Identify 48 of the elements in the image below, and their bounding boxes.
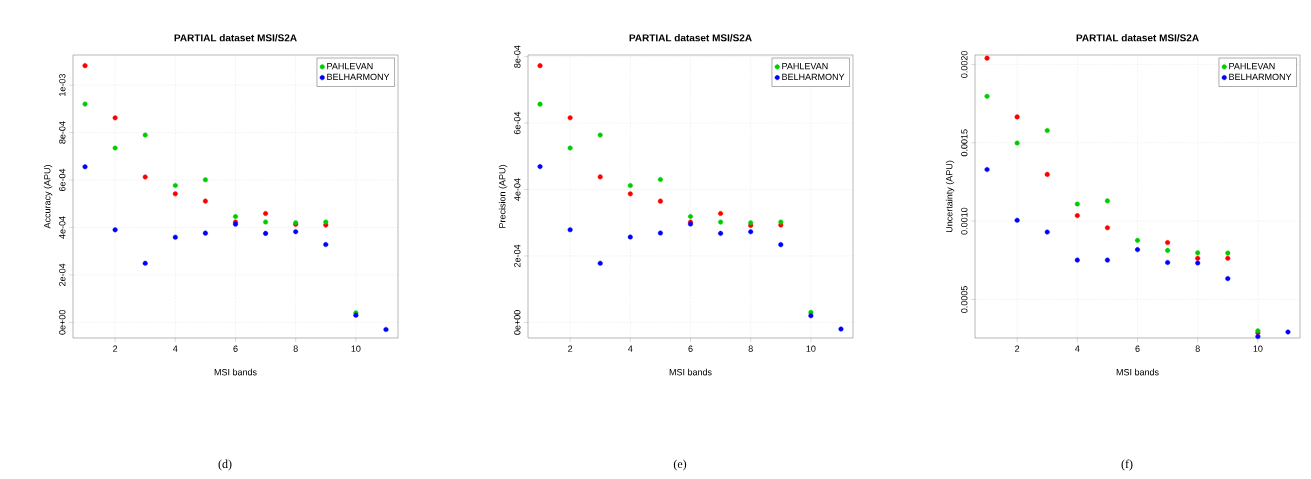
legend-label: PAHLEVAN [782, 63, 828, 70]
legend-label: BELHARMONY [1229, 73, 1292, 81]
legend-label: PAHLEVAN [327, 63, 373, 70]
y-tick-label: 6e-04 [59, 168, 66, 192]
x-axis-title: MSI bands [669, 368, 712, 376]
y-tick-label: 6e-04 [514, 111, 521, 135]
x-tick-label: 10 [351, 345, 361, 352]
y-tick-label: 0e+00 [59, 310, 66, 335]
y-axis-title: Accuracy (APU) [43, 165, 53, 229]
y-tick-label: 2e-04 [514, 244, 521, 268]
x-tick-label: 6 [1135, 345, 1140, 352]
y-tick-label: 4e-04 [514, 178, 521, 201]
x-tick-label: 2 [113, 345, 118, 352]
text: (d) [218, 459, 232, 471]
x-axis-title: MSI bands [214, 368, 257, 376]
x-tick-label: 2 [1015, 345, 1020, 352]
y-axis-title: Uncertainty (APU) [945, 160, 955, 233]
x-axis-title: MSI bands [1116, 368, 1159, 376]
x-tick-label: 4 [173, 345, 178, 352]
text: (e) [673, 459, 687, 471]
chart-title: PARTIAL dataset MSI/S2A [629, 34, 752, 42]
x-tick-label: 4 [628, 345, 633, 352]
x-tick-label: 8 [293, 345, 298, 352]
x-tick-label: 10 [806, 345, 816, 352]
x-tick-label: 4 [1075, 345, 1080, 352]
x-tick-label: 6 [233, 345, 238, 352]
legend-label: BELHARMONY [782, 73, 845, 81]
x-tick-label: 8 [748, 345, 753, 352]
legend-label: BELHARMONY [327, 73, 390, 81]
y-tick-label: 0.0015 [961, 129, 968, 157]
y-tick-label: 0.0005 [961, 286, 968, 313]
x-tick-label: 10 [1253, 345, 1263, 352]
chart-title: PARTIAL dataset MSI/S2A [174, 34, 297, 42]
y-tick-label: 0e+00 [514, 310, 521, 335]
y-tick-label: 4e-04 [59, 216, 66, 239]
x-tick-label: 6 [688, 345, 693, 352]
y-tick-label: 0.0010 [961, 207, 968, 235]
x-tick-label: 8 [1195, 345, 1200, 352]
y-axis-title: Precision (APU) [498, 165, 508, 228]
y-tick-label: 8e-04 [514, 45, 521, 68]
x-tick-label: 2 [568, 345, 573, 352]
legend-label: PAHLEVAN [1229, 63, 1275, 70]
y-tick-label: 1e-03 [59, 74, 66, 96]
chart-title: PARTIAL dataset MSI/S2A [1076, 34, 1199, 42]
y-tick-label: 8e-04 [59, 121, 66, 144]
y-tick-label: 0.0020 [961, 50, 968, 78]
text: (f) [1121, 459, 1133, 471]
y-tick-label: 2e-04 [59, 263, 66, 286]
